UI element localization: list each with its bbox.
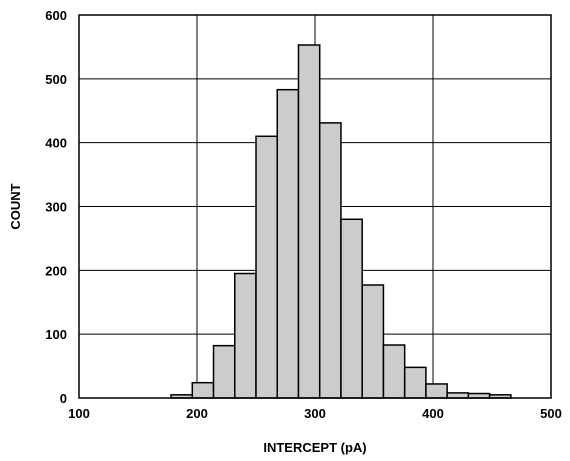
histogram-bar [297,44,321,399]
x-tick-label: 500 [540,406,562,421]
y-tick-label: 400 [45,136,67,151]
y-tick-label: 500 [45,72,67,87]
y-axis-title: COUNT [8,183,23,229]
y-tick-label: 600 [45,8,67,23]
y-tick-label: 300 [45,200,67,215]
plot-frame [78,14,552,399]
histogram-bar [318,122,342,399]
x-tick-label: 100 [68,406,90,421]
histogram-bar [425,383,448,399]
x-tick-label: 200 [186,406,208,421]
histogram-bar [446,392,470,399]
y-axis-ticks: 0 100 200 300 400 500 600 [45,8,67,406]
histogram-bar [191,381,215,399]
histogram-bar [212,344,236,399]
y-tick-label: 200 [45,263,67,278]
x-tick-label: 300 [304,406,326,421]
y-tick-label: 100 [45,327,67,342]
y-tick-label: 0 [60,391,67,406]
histogram-bar [403,366,427,399]
x-tick-label: 400 [422,406,444,421]
histogram-bar [382,344,406,399]
histogram-bar [276,88,300,399]
histogram-bar [361,284,385,399]
histogram-bars [170,44,512,399]
x-axis-title: INTERCEPT (pA) [263,440,366,455]
x-axis-ticks: 100 200 300 400 500 [68,406,562,421]
histogram-bar [255,135,278,399]
histogram-bar [234,272,257,399]
histogram-bar [340,218,363,399]
